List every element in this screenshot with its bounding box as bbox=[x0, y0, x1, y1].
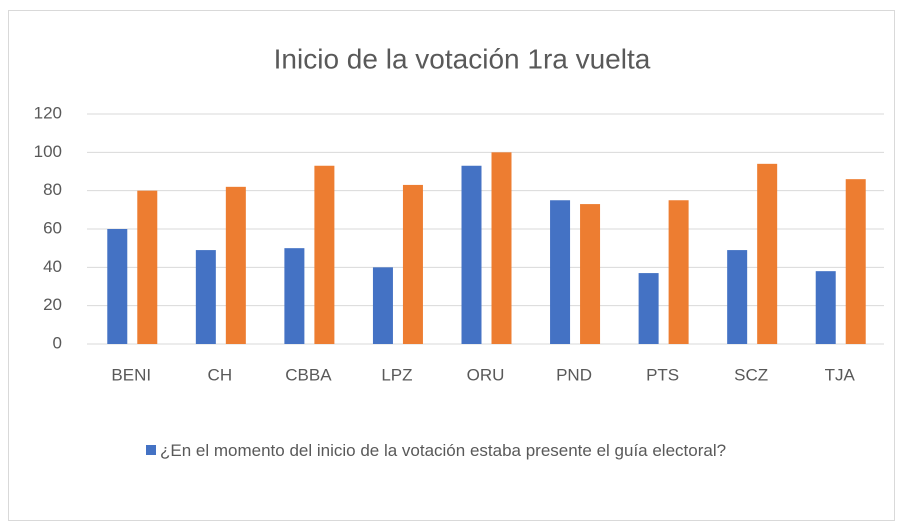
bar bbox=[195, 250, 216, 344]
bar bbox=[550, 200, 571, 344]
x-tick-label: PTS bbox=[646, 365, 679, 384]
bar bbox=[314, 165, 335, 344]
x-tick-label: LPZ bbox=[381, 365, 412, 384]
y-tick-label: 0 bbox=[53, 333, 62, 352]
bar bbox=[580, 204, 601, 344]
x-tick-label: BENI bbox=[111, 365, 151, 384]
bar bbox=[107, 229, 128, 344]
bar bbox=[727, 250, 748, 344]
bar bbox=[845, 179, 866, 344]
bar bbox=[757, 163, 778, 344]
bar bbox=[638, 273, 659, 344]
bar bbox=[137, 190, 158, 344]
x-tick-label: TJA bbox=[825, 365, 856, 384]
x-tick-label: SCZ bbox=[734, 365, 768, 384]
y-tick-label: 120 bbox=[34, 103, 62, 122]
x-tick-label: CBBA bbox=[285, 365, 332, 384]
bar bbox=[461, 165, 482, 344]
y-tick-label: 60 bbox=[43, 218, 62, 237]
bar bbox=[225, 186, 246, 344]
bar bbox=[284, 248, 305, 344]
bar bbox=[491, 152, 512, 344]
bar bbox=[402, 184, 423, 344]
legend-swatch bbox=[146, 445, 156, 455]
x-tick-label: ORU bbox=[467, 365, 505, 384]
x-tick-label: PND bbox=[556, 365, 592, 384]
bar bbox=[372, 267, 393, 344]
bar bbox=[668, 200, 689, 344]
y-tick-label: 40 bbox=[43, 257, 62, 276]
chart-title: Inicio de la votación 1ra vuelta bbox=[274, 43, 651, 74]
x-tick-label: CH bbox=[208, 365, 233, 384]
legend-label: ¿En el momento del inicio de la votación… bbox=[160, 441, 727, 460]
y-tick-label: 100 bbox=[34, 142, 62, 161]
y-tick-label: 20 bbox=[43, 295, 62, 314]
y-tick-label: 80 bbox=[43, 180, 62, 199]
legend: ¿En el momento del inicio de la votación… bbox=[146, 436, 846, 466]
bar bbox=[815, 271, 836, 344]
